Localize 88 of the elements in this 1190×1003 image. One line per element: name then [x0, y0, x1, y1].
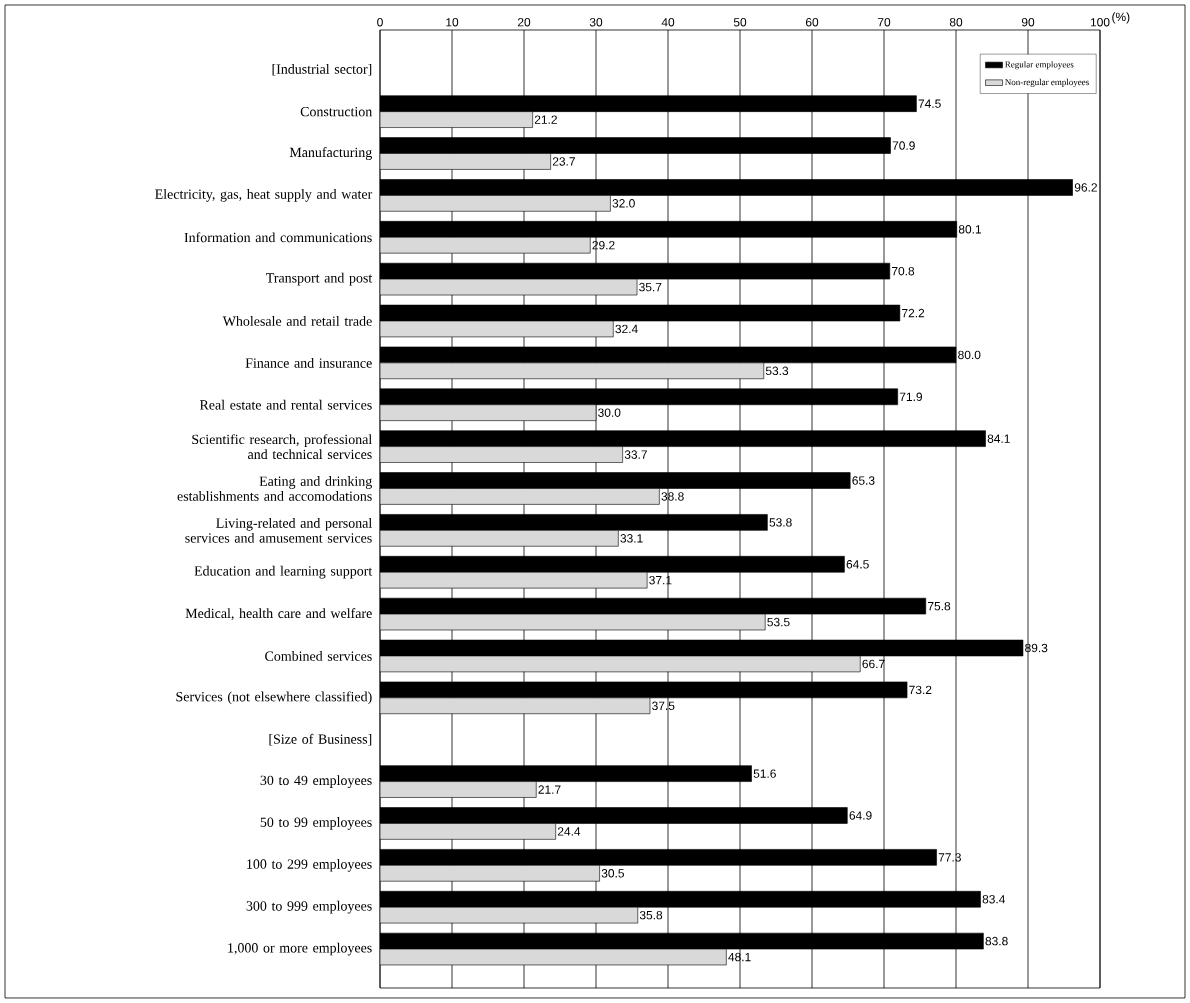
data-label: 70.9: [892, 141, 915, 150]
y-tick-label: 50 to 99 employees: [260, 817, 372, 830]
data-label: 65.3: [852, 476, 875, 485]
data-label: 83.8: [985, 936, 1008, 946]
y-tick-label: Finance and insurance: [245, 357, 372, 368]
data-label: 21.2: [534, 115, 557, 124]
data-label: 30.5: [601, 869, 624, 878]
x-tick-label: 90: [1021, 18, 1035, 27]
bar: [380, 153, 551, 170]
data-label: 64.5: [846, 560, 869, 569]
data-label: 70.8: [892, 266, 915, 276]
legend-label: Regular employees: [1005, 61, 1074, 70]
x-axis-title: (%): [1112, 12, 1130, 24]
x-tick-label: 60: [805, 18, 819, 27]
data-label: 66.7: [862, 659, 885, 669]
data-label: 84.1: [987, 434, 1010, 443]
x-tick-label: 30: [589, 18, 603, 27]
y-tick-label: 1,000 or more employees: [228, 942, 372, 956]
data-label: 64.9: [849, 811, 872, 820]
data-label: 30.0: [598, 408, 621, 417]
data-label: 33.7: [624, 450, 647, 459]
bar: [380, 697, 651, 715]
y-tick-label: 100 to 299 employees: [247, 858, 372, 872]
bar: [380, 111, 533, 128]
y-tick-label: Wholesale and retail trade: [222, 316, 372, 326]
bar: [380, 865, 600, 882]
y-tick-label: Transport and post: [266, 272, 373, 286]
data-label: 24.4: [557, 827, 581, 836]
bar: [380, 195, 611, 212]
y-tick-label: Scientific research, professional and technical services: [192, 434, 372, 460]
data-label: 33.1: [620, 534, 643, 543]
x-tick-label: 100: [1090, 18, 1110, 27]
data-label: 48.1: [728, 952, 751, 962]
y-tick-label: Medical, health care and welfare: [185, 608, 372, 621]
data-label: 75.8: [928, 601, 951, 611]
x-tick-label: 0: [377, 18, 383, 27]
x-tick-label: 10: [446, 18, 459, 27]
y-tick-label: Education and learning support: [194, 565, 373, 579]
y-tick-label: Real estate and rental services: [199, 399, 372, 410]
data-label: 53.3: [765, 366, 789, 376]
data-label: 77.3: [938, 853, 961, 862]
y-tick-label: Living-related and personal services and amusement services: [185, 517, 372, 543]
bar: [380, 236, 591, 254]
data-label: 72.2: [902, 308, 925, 318]
data-label: 80.1: [958, 225, 982, 234]
y-tick-label: Combined services: [265, 651, 372, 661]
y-tick-label: 300 to 999 employees: [246, 900, 372, 914]
data-label: 73.2: [909, 685, 932, 695]
data-label: 96.2: [1074, 183, 1097, 192]
data-label: 32.0: [612, 199, 635, 208]
data-label: 37.5: [652, 701, 675, 711]
data-label: 80.0: [958, 350, 981, 360]
y-tick-label: Electricity, gas, heat supply and water: [155, 189, 373, 202]
data-label: 23.7: [552, 157, 575, 166]
bar: [380, 781, 537, 798]
x-tick-label: 80: [949, 18, 963, 27]
y-tick-label: [Industrial sector]: [272, 63, 372, 76]
bar: [380, 823, 556, 840]
legend-label: Non-regular employees: [1005, 78, 1089, 87]
y-tick-label: 30 to 49 employees: [260, 775, 372, 788]
y-tick-label: Information and communications: [184, 232, 372, 243]
data-label: 37.1: [649, 575, 672, 585]
y-tick-label: Construction: [300, 106, 373, 117]
data-label: 53.5: [767, 617, 790, 627]
x-tick-label: 20: [517, 18, 531, 27]
data-label: 53.8: [769, 518, 792, 527]
data-label: 38.8: [661, 492, 684, 501]
data-label: 35.7: [639, 282, 662, 292]
data-label: 32.4: [615, 324, 638, 334]
data-label: 89.3: [1025, 643, 1048, 653]
bar: [380, 404, 597, 421]
y-tick-label: Manufacturing: [289, 147, 372, 160]
data-label: 35.8: [639, 910, 663, 920]
data-label: 51.6: [753, 769, 776, 778]
data-label: 74.5: [918, 99, 941, 108]
data-label: 29.2: [592, 240, 615, 250]
bar: [380, 530, 619, 547]
bar: [380, 446, 623, 463]
y-tick-label: Eating and drinking establishments and accomodations: [177, 476, 372, 501]
y-tick-label: Services (not elsewhere classified): [176, 691, 372, 705]
y-tick-label: [Size of Business]: [269, 733, 372, 746]
data-label: 21.7: [538, 785, 561, 794]
bar: [380, 488, 660, 505]
x-tick-label: 40: [661, 18, 675, 27]
data-label: 83.4: [982, 895, 1006, 904]
data-label: 71.9: [899, 392, 923, 402]
x-tick-label: 70: [877, 18, 891, 27]
x-tick-label: 50: [733, 18, 747, 27]
